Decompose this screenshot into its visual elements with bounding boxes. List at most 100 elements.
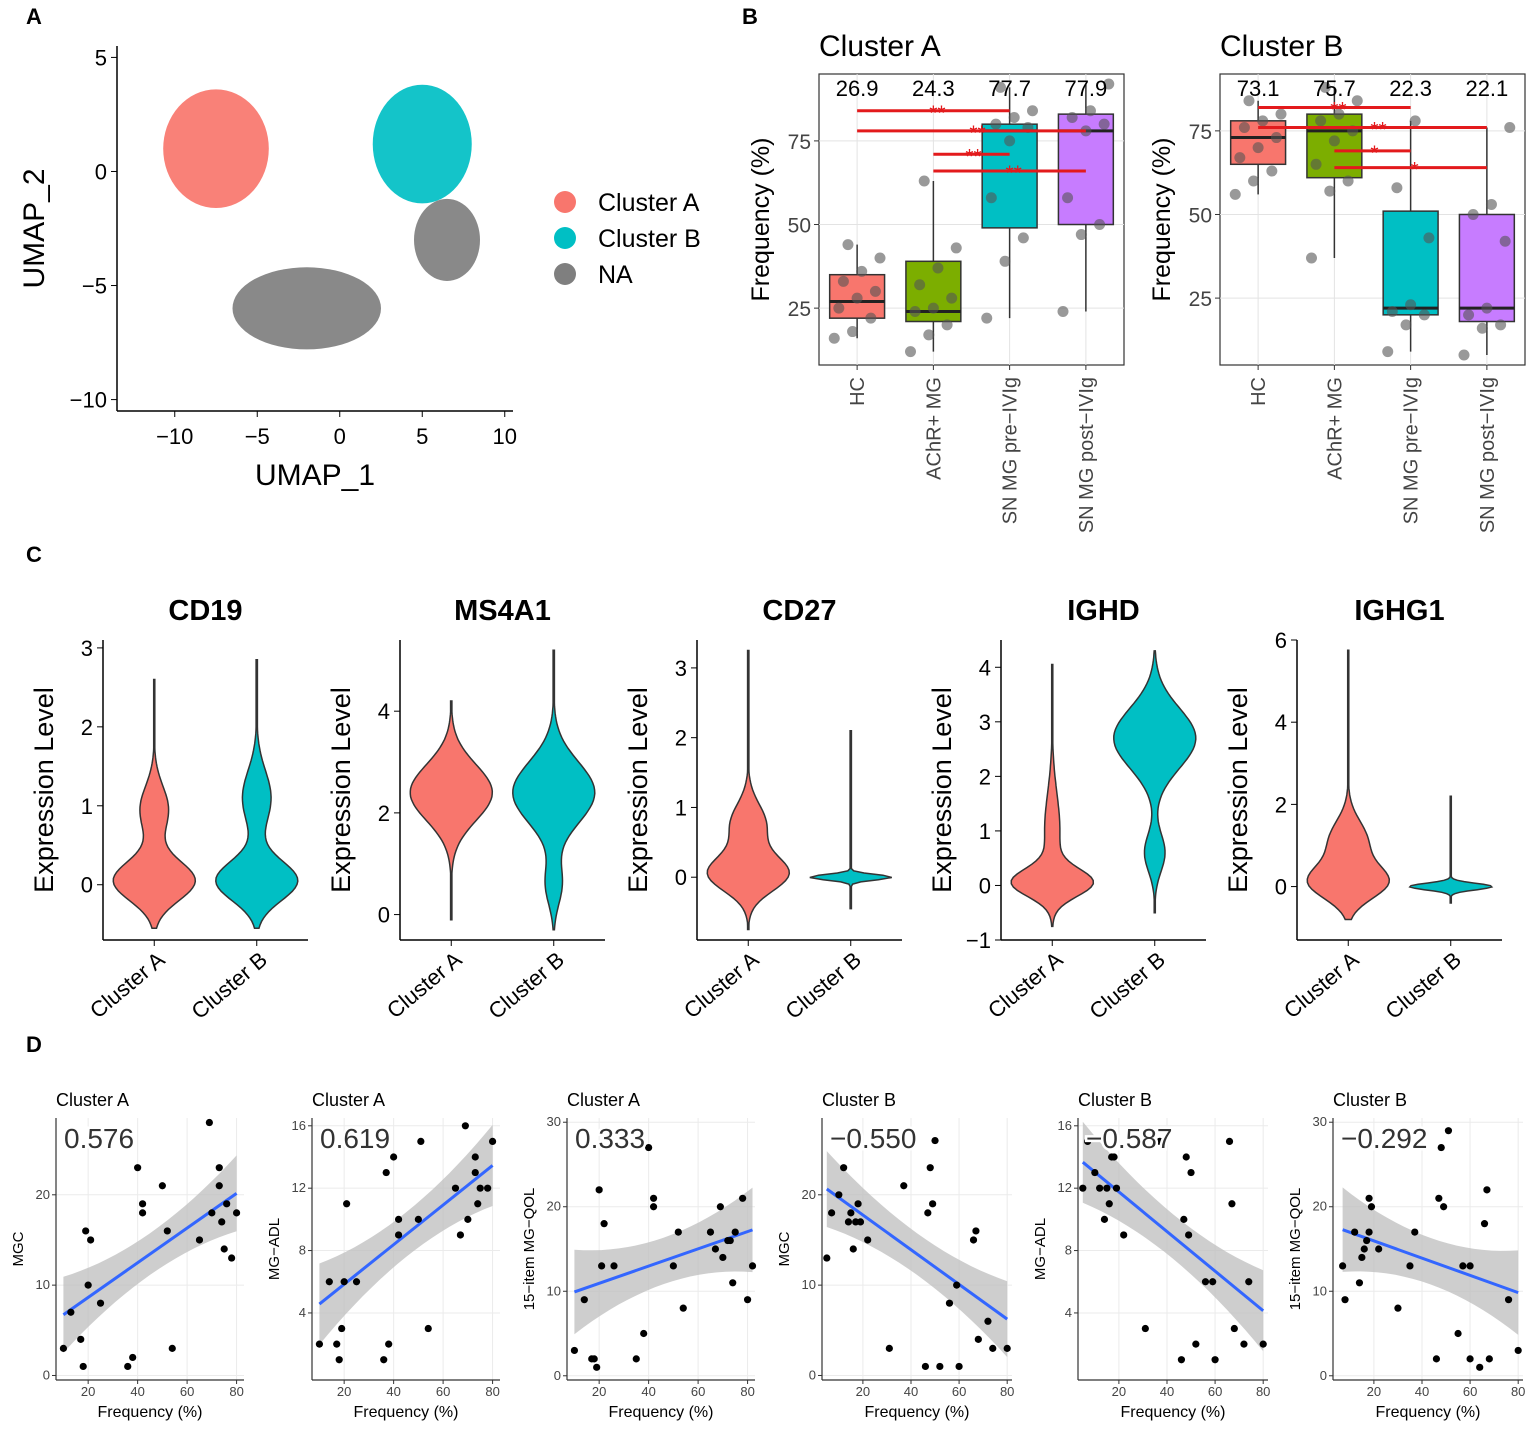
x-tick-label: 20 — [1112, 1384, 1126, 1399]
data-point — [726, 1236, 734, 1245]
data-point — [195, 1236, 204, 1244]
violin-panel: −1 0 1 2 3 4 IGHD Expression Level Cluster A Clus… — [927, 595, 1206, 1024]
data-point — [1467, 208, 1479, 220]
x-axis-title: UMAP_1 — [255, 459, 375, 492]
data-point — [1437, 1143, 1445, 1152]
violin-shape — [1010, 663, 1095, 928]
y-axis-title: UMAP_2 — [18, 168, 51, 288]
regression-line — [62, 1192, 238, 1316]
y-tick-label: 4 — [378, 699, 390, 724]
data-point — [927, 302, 939, 314]
x-tick-label: HC — [1248, 377, 1270, 406]
data-point — [984, 1317, 992, 1325]
x-tick-label: 20 — [856, 1384, 870, 1399]
data-point — [823, 1254, 831, 1262]
x-tick-label: HC — [847, 377, 869, 406]
violin-shape — [706, 649, 791, 931]
group-mean-label: 75.7 — [1313, 76, 1356, 101]
x-tick-label: 60 — [436, 1384, 450, 1399]
data-point — [909, 305, 921, 317]
boxplot-panel: 25 50 75 HC AChR+ MG SN MG pre−IVIg SN MG post… — [747, 30, 1125, 533]
data-point — [1103, 78, 1115, 90]
y-tick-label: 25 — [788, 298, 811, 321]
x-axis-title: Frequency (%) — [1376, 1404, 1481, 1421]
data-point — [232, 1209, 241, 1217]
x-tick-label: 40 — [130, 1384, 144, 1399]
data-point — [674, 1228, 682, 1236]
data-point — [335, 1356, 343, 1364]
data-point — [1248, 175, 1260, 187]
x-tick-label: Cluster B — [484, 947, 569, 1024]
data-point — [158, 1182, 166, 1190]
data-point — [1084, 1137, 1092, 1145]
data-point — [847, 1209, 855, 1217]
data-point — [885, 1344, 893, 1352]
x-tick-label: Cluster B — [187, 947, 272, 1024]
data-point — [138, 1209, 147, 1217]
data-point — [461, 1122, 469, 1130]
data-point — [1004, 135, 1016, 147]
data-point — [931, 1136, 939, 1145]
data-point — [941, 319, 953, 331]
regression-line — [1081, 1161, 1265, 1312]
data-point — [471, 1153, 479, 1161]
box — [1382, 210, 1439, 316]
chart-title: CD27 — [762, 595, 836, 627]
correlation-coefficient: 0.576 — [64, 1123, 134, 1154]
y-axis-title: MGC — [10, 1231, 27, 1266]
chart-title: Cluster B — [822, 1090, 896, 1110]
data-point — [837, 275, 849, 287]
y-tick-label: 75 — [788, 131, 811, 154]
x-tick-label: Cluster A — [1279, 946, 1364, 1023]
y-axis-title: Expression Level — [326, 687, 356, 893]
data-point — [79, 1362, 87, 1371]
umap-region — [414, 198, 480, 281]
data-point — [874, 252, 886, 264]
data-point — [471, 1168, 479, 1177]
umap-panel: −10 −5 0 5 10 −10 −5 0 5 UMAP_1 UMAP_2 Cluster A Clu… — [18, 45, 701, 492]
y-tick-label: 16 — [1058, 1118, 1072, 1133]
y-axis-title: MG−ADL — [1032, 1218, 1049, 1280]
y-tick-label: 2 — [979, 764, 991, 789]
data-point — [390, 1153, 398, 1161]
data-point — [96, 1299, 105, 1307]
violin-shape — [1113, 650, 1197, 914]
y-axis-title: Frequency (%) — [1148, 138, 1176, 302]
data-point — [338, 1324, 346, 1333]
data-point — [1275, 108, 1287, 120]
x-tick-label: 60 — [952, 1384, 966, 1399]
x-tick-label: 60 — [691, 1384, 705, 1399]
y-tick-label: 20 — [1313, 1199, 1327, 1214]
data-point — [1066, 111, 1078, 123]
data-point — [1315, 115, 1327, 127]
data-point — [380, 1356, 388, 1364]
data-point — [1234, 152, 1246, 164]
y-tick-label: 3 — [675, 656, 687, 681]
data-point — [1409, 115, 1421, 127]
panel-label-b: B — [742, 4, 758, 29]
y-tick-label: 10 — [1313, 1283, 1327, 1298]
significance-label: ** — [969, 122, 985, 145]
y-tick-label: 4 — [979, 655, 991, 680]
x-axis-title: Frequency (%) — [865, 1404, 970, 1421]
data-point — [1084, 105, 1096, 117]
data-point — [417, 1137, 425, 1145]
data-point — [394, 1231, 403, 1239]
y-tick-label: 3 — [81, 636, 93, 661]
data-point — [994, 81, 1006, 93]
data-point — [706, 1228, 715, 1236]
y-axis-title: Expression Level — [927, 687, 957, 893]
data-point — [1405, 299, 1417, 311]
x-axis-title: Frequency (%) — [354, 1404, 459, 1421]
correlation-panel: 20 40 60 80 0 10 20 30 Cluster A Frequency (%) 15−… — [521, 1090, 757, 1421]
significance-label: * — [1370, 142, 1378, 165]
y-axis-title: 15−item MG−QOL — [1287, 1188, 1304, 1311]
violin-panel: 0 2 4 6 IGHG1 Expression Level Cluster A Cluste… — [1223, 595, 1502, 1024]
data-point — [1435, 1194, 1443, 1202]
y-tick-label: 50 — [788, 215, 811, 238]
data-point — [424, 1324, 432, 1333]
data-point — [833, 302, 845, 314]
data-point — [1266, 165, 1278, 177]
y-tick-label: 50 — [1189, 204, 1212, 227]
data-point — [163, 1227, 171, 1235]
